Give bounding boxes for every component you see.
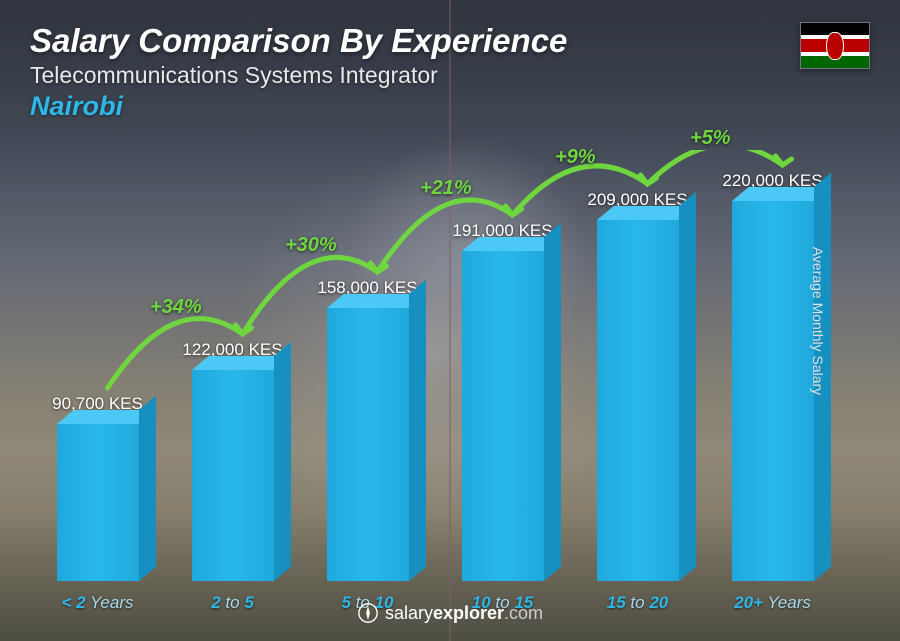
header: Salary Comparison By Experience Telecomm… <box>30 22 870 122</box>
pct-change-label: +30% <box>285 234 337 257</box>
brand-domain: .com <box>504 603 543 623</box>
page-title: Salary Comparison By Experience <box>30 22 870 60</box>
bar <box>597 220 679 581</box>
pct-change-label: +21% <box>420 177 472 200</box>
brand-part1: salary <box>385 603 433 623</box>
bar-front-face <box>192 370 274 581</box>
compass-icon <box>357 602 379 624</box>
flag-emblem-icon <box>826 32 844 60</box>
bar-side-face <box>679 192 696 581</box>
pct-change-label: +5% <box>690 127 731 150</box>
bar <box>327 308 409 581</box>
location-label: Nairobi <box>30 91 870 122</box>
bar-front-face <box>597 220 679 581</box>
bar <box>192 370 274 581</box>
bar-group: 191,000 KES10 to 15 <box>435 150 570 581</box>
bar-side-face <box>139 396 156 581</box>
pct-change-label: +9% <box>555 146 596 169</box>
bar-front-face <box>57 424 139 581</box>
brand-logo: salaryexplorer.com <box>357 602 543 624</box>
bar-side-face <box>409 280 426 581</box>
bar-side-face <box>544 223 561 581</box>
bar-group: 122,000 KES2 to 5 <box>165 150 300 581</box>
bar-group: 209,000 KES15 to 20 <box>570 150 705 581</box>
bar-front-face <box>327 308 409 581</box>
bar <box>57 424 139 581</box>
bar-group: 90,700 KES< 2 Years <box>30 150 165 581</box>
page-subtitle: Telecommunications Systems Integrator <box>30 62 870 89</box>
brand-text: salaryexplorer.com <box>385 603 543 624</box>
bar-front-face <box>462 251 544 581</box>
salary-bar-chart: 90,700 KES< 2 Years122,000 KES2 to 5158,… <box>30 150 840 581</box>
bar-group: 158,000 KES5 to 10 <box>300 150 435 581</box>
footer: salaryexplorer.com <box>0 602 900 629</box>
bar-front-face <box>732 201 814 581</box>
pct-change-label: +34% <box>150 296 202 319</box>
bar-side-face <box>274 342 291 581</box>
bar <box>732 201 814 581</box>
bar <box>462 251 544 581</box>
y-axis-label: Average Monthly Salary <box>810 246 826 394</box>
brand-part2: explorer <box>433 603 504 623</box>
country-flag-kenya <box>800 22 870 69</box>
